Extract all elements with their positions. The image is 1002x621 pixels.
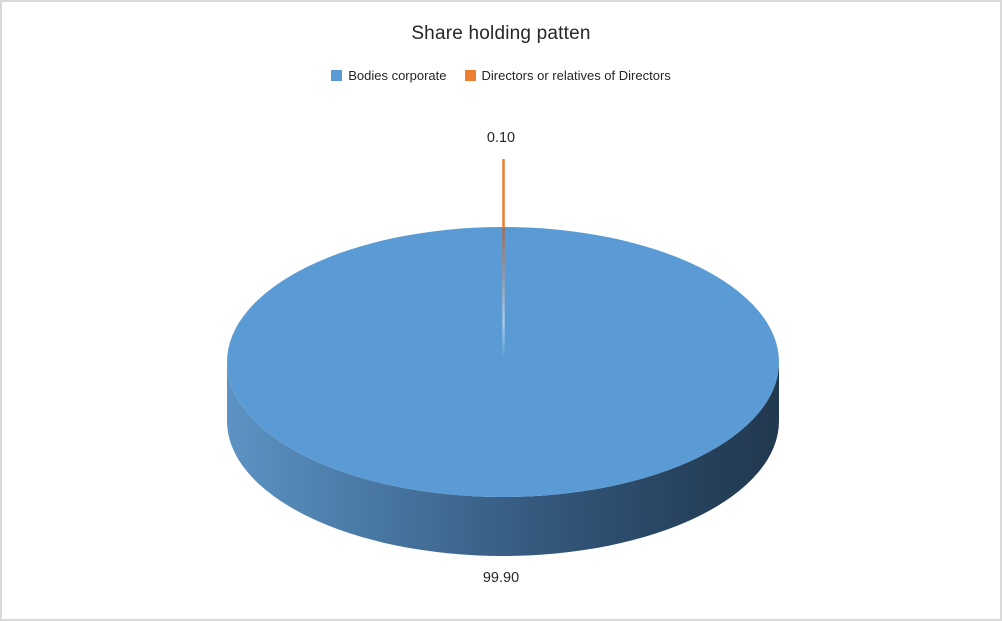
data-label-bodies-corporate: 99.90 (482, 570, 520, 586)
chart-title: Share holding patten (411, 23, 591, 44)
pie-slice-bodies-corporate[interactable] (227, 227, 779, 497)
legend-swatch-bodies-corporate (331, 70, 343, 81)
legend: Bodies corporate Directors or relatives … (2, 68, 1000, 83)
legend-item-directors[interactable]: Directors or relatives of Directors (464, 68, 671, 83)
legend-item-bodies-corporate[interactable]: Bodies corporate (331, 68, 447, 83)
legend-label-directors: Directors or relatives of Directors (481, 68, 671, 83)
legend-label-bodies-corporate: Bodies corporate (348, 68, 447, 83)
pie-slice-side-bodies-corporate[interactable] (227, 362, 779, 556)
legend-swatch-directors (464, 70, 476, 81)
data-label-directors: 0.10 (486, 130, 516, 146)
